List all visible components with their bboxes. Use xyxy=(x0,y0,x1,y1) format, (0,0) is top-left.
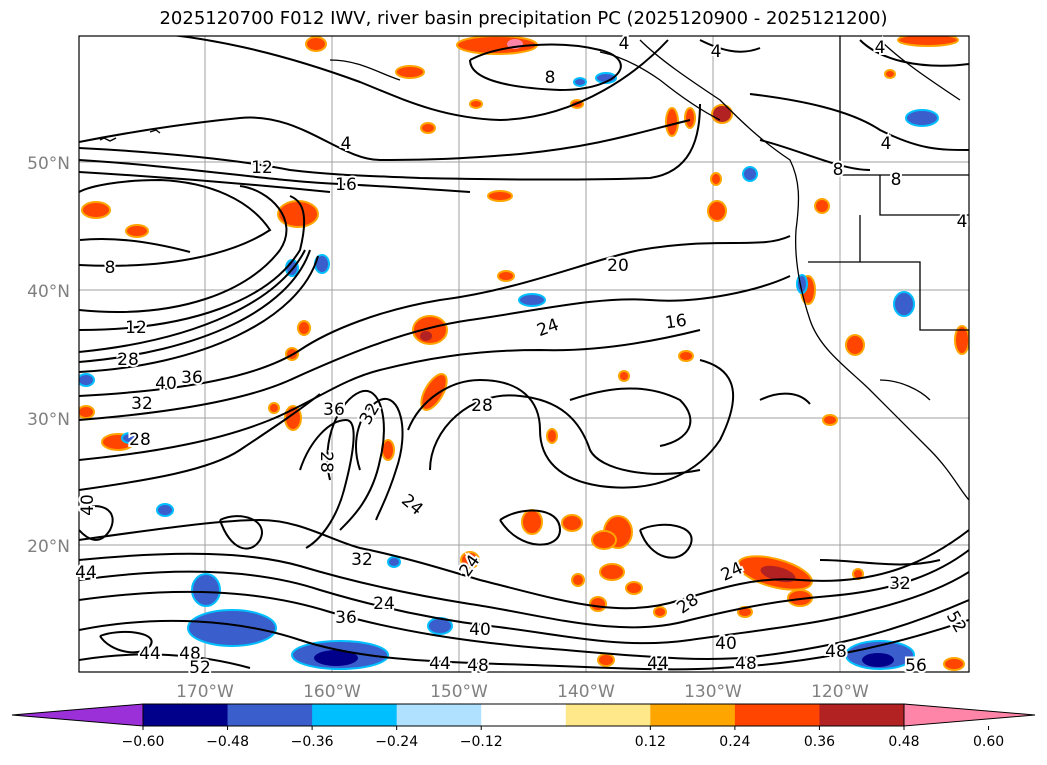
lon-label-150w: 150°W xyxy=(430,682,488,702)
contour-label: 36 xyxy=(323,400,345,420)
colorbar-tick-label: 0.48 xyxy=(888,734,919,750)
contour-label: 32 xyxy=(889,574,911,594)
contour-label: 48 xyxy=(467,656,489,676)
colorbar-tick-label: −0.48 xyxy=(206,734,249,750)
contour-label: 16 xyxy=(335,175,357,195)
colorbar-box xyxy=(227,704,313,726)
contour-label: 40 xyxy=(155,374,177,394)
contour-label: 8 xyxy=(833,160,844,180)
lat-label-20: 20°N xyxy=(27,537,70,557)
contour-label: 44 xyxy=(139,644,161,664)
contour-label: 56 xyxy=(905,656,927,676)
colorbar-tick-labels: −0.60 −0.48 −0.36 −0.24 −0.12 0.12 0.24 0.36 0.4… xyxy=(122,726,1004,750)
colorbar-tick-label: −0.24 xyxy=(375,734,418,750)
contour-label: 4 xyxy=(341,134,352,154)
colorbar-tick-label: −0.60 xyxy=(122,734,165,750)
contour-label: 40 xyxy=(715,634,737,654)
map-area xyxy=(79,36,969,672)
colorbar-box xyxy=(819,704,905,726)
contour-label: 36 xyxy=(181,368,203,388)
contour-label: 20 xyxy=(607,256,629,276)
contour-label: 12 xyxy=(251,158,273,178)
contour-label: 48 xyxy=(179,644,201,664)
lat-label-40: 40°N xyxy=(27,282,70,302)
lat-label-30: 30°N xyxy=(27,410,70,430)
contour-label: 24 xyxy=(373,594,395,614)
contour-label: 44 xyxy=(429,654,451,674)
contour-label: 16 xyxy=(664,311,688,334)
contour-label: 8 xyxy=(891,170,902,190)
contour-label: 52 xyxy=(189,658,211,678)
contour-label: 40 xyxy=(78,494,98,516)
latitude-labels: 50°N 40°N 30°N 20°N xyxy=(27,154,70,557)
colorbar-box xyxy=(565,704,651,726)
contour-label: 40 xyxy=(469,620,491,640)
contour-label: 4 xyxy=(881,134,892,154)
iwv-contour-lines xyxy=(79,36,969,671)
colorbar-tick-label: 0.60 xyxy=(973,734,1004,750)
contour-label: 48 xyxy=(735,654,757,674)
contour-label: 44 xyxy=(75,563,97,583)
colorbar-box xyxy=(143,704,229,726)
colorbar-extend-high xyxy=(903,703,1036,727)
contour-label: 44 xyxy=(647,654,669,674)
contour-label: 36 xyxy=(335,608,357,628)
colorbar-tick-label: 0.12 xyxy=(635,734,666,750)
lon-label-130w: 130°W xyxy=(684,682,742,702)
coastlines xyxy=(99,36,969,501)
contour-label: 28 xyxy=(129,430,151,450)
contour-label: 28 xyxy=(316,451,336,473)
contour-label: 8 xyxy=(105,258,116,278)
lat-label-50: 50°N xyxy=(27,154,70,174)
contour-label: 28 xyxy=(117,350,139,370)
contour-label: 4 xyxy=(619,34,630,54)
colorbar-box xyxy=(650,704,736,726)
colorbar xyxy=(11,703,1036,727)
colorbar-tick-label: 0.24 xyxy=(719,734,750,750)
colorbar-extend-low xyxy=(11,703,144,727)
map-border xyxy=(78,35,970,673)
contour-label: 32 xyxy=(351,550,373,570)
colorbar-box xyxy=(481,704,567,726)
lon-label-120w: 120°W xyxy=(811,682,869,702)
map-title: 2025120700 F012 IWV, river basin precipi… xyxy=(159,8,888,29)
contour-label: 28 xyxy=(471,396,493,416)
contour-label: 8 xyxy=(545,68,556,88)
colorbar-box xyxy=(734,704,820,726)
contour-label: 4 xyxy=(957,212,968,232)
lon-label-160w: 160°W xyxy=(303,682,361,702)
colorbar-tick-label: −0.36 xyxy=(291,734,334,750)
lon-label-170w: 170°W xyxy=(176,682,234,702)
contour-label: 4 xyxy=(875,38,886,58)
longitude-labels: 170°W 160°W 150°W 140°W 130°W 120°W xyxy=(176,682,869,702)
contour-label: 48 xyxy=(825,642,847,662)
lon-label-140w: 140°W xyxy=(557,682,615,702)
colorbar-tick-label: 0.36 xyxy=(804,734,835,750)
contour-label: 4 xyxy=(711,42,722,62)
colorbar-outline xyxy=(142,703,905,727)
colorbar-tick-label: −0.12 xyxy=(460,734,503,750)
colorbar-box xyxy=(396,704,482,726)
colorbar-box xyxy=(312,704,398,726)
contour-label: 12 xyxy=(125,318,147,338)
contour-label: 32 xyxy=(131,394,153,414)
